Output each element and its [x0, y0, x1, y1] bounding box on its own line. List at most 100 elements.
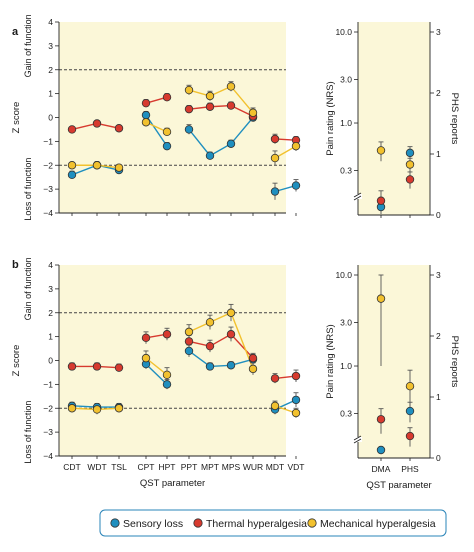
point-thermal-hyperalgesia-mps	[226, 330, 236, 339]
x-tick-label-tsl: TSL	[111, 462, 127, 472]
nrs-tick-label: 10.0	[335, 27, 352, 37]
point-thermal-hyperalgesia-mpt	[205, 102, 215, 111]
point-sensory-loss-vdt	[291, 181, 301, 190]
phs-tick-label: 3	[436, 27, 441, 37]
point-thermal-hyperalgesia-mdt	[270, 134, 280, 144]
right-x-tick-label-dma: DMA	[372, 464, 391, 474]
point-mechanical-hyperalgesia-cpt	[141, 118, 151, 127]
point-mechanical-hyperalgesia-vdt	[291, 408, 301, 418]
y-tick-label: −1	[43, 136, 53, 146]
gain-of-function-label: Gain of function	[23, 257, 33, 320]
point-thermal-hyperalgesia-ppt	[184, 104, 194, 114]
point-mechanical-hyperalgesia-mdt	[270, 153, 280, 163]
point-mechanical-hyperalgesia-mpt	[205, 318, 215, 327]
x-tick-label-mps: MPS	[222, 462, 241, 472]
point-thermal-hyperalgesia-wdt	[92, 119, 102, 128]
axis-break-mark	[353, 195, 362, 201]
right-point-dma-sensory-loss	[376, 445, 386, 455]
series-line-mechanical-hyperalgesia	[145, 357, 168, 376]
right-point-phs-mechanical-hyperalgesia	[405, 382, 415, 391]
phs-tick-label: 1	[436, 392, 441, 402]
y-tick-label: −2	[43, 160, 53, 170]
nrs-axis-label: Pain rating (NRS)	[325, 81, 336, 155]
point-mechanical-hyperalgesia-mps	[226, 308, 236, 317]
right-point-phs-mechanical-hyperalgesia	[405, 160, 415, 169]
point-thermal-hyperalgesia-hpt	[162, 93, 172, 102]
axis-break-mark	[353, 438, 362, 444]
y-tick-label: −4	[43, 451, 53, 461]
y-tick-label: −4	[43, 208, 53, 218]
point-sensory-loss-mpt	[205, 362, 215, 371]
y-tick-label: −3	[43, 427, 53, 437]
point-thermal-hyperalgesia-cpt	[141, 333, 151, 343]
right-point-dma-thermal-hyperalgesia	[376, 415, 386, 424]
point-mechanical-hyperalgesia-ppt	[184, 85, 194, 95]
loss-of-function-label: Loss of function	[23, 158, 33, 221]
y-axis-label: Z score	[11, 345, 22, 377]
series-line-sensory-loss	[145, 363, 168, 385]
point-thermal-hyperalgesia-hpt	[162, 330, 172, 339]
y-tick-label: −2	[43, 403, 53, 413]
point-mechanical-hyperalgesia-wur	[248, 108, 258, 117]
point-thermal-hyperalgesia-tsl	[114, 363, 124, 372]
axis-break-mark	[353, 435, 362, 441]
point-thermal-hyperalgesia-ppt	[184, 337, 194, 346]
y-tick-label: −3	[43, 184, 53, 194]
y-tick-label: 2	[48, 65, 53, 75]
nrs-tick-label: 1.0	[340, 118, 352, 128]
y-tick-label: 3	[48, 41, 53, 51]
point-sensory-loss-mdt	[270, 187, 280, 196]
right-point-dma-mechanical-hyperalgesia	[376, 294, 386, 303]
right-plot-background	[358, 22, 430, 215]
point-mechanical-hyperalgesia-mps	[226, 82, 236, 91]
point-sensory-loss-ppt	[184, 125, 194, 134]
right-point-phs-sensory-loss	[405, 148, 415, 158]
point-mechanical-hyperalgesia-wdt	[92, 405, 102, 414]
phs-axis-label: PHS reports	[449, 93, 460, 145]
nrs-tick-label: 3.0	[340, 75, 352, 85]
point-thermal-hyperalgesia-mps	[226, 101, 236, 110]
y-tick-label: −1	[43, 379, 53, 389]
point-sensory-loss-mps	[226, 361, 236, 370]
phs-tick-label: 3	[436, 270, 441, 280]
point-mechanical-hyperalgesia-wur	[248, 364, 258, 374]
y-axis-label: Z score	[11, 102, 22, 134]
point-thermal-hyperalgesia-wdt	[92, 362, 102, 371]
point-sensory-loss-hpt	[162, 380, 172, 389]
nrs-tick-label: 0.3	[340, 409, 352, 419]
legend-label-sensory-loss: Sensory loss	[123, 518, 183, 530]
legend-marker-mechanical-hyperalgesia	[307, 518, 317, 528]
point-mechanical-hyperalgesia-hpt	[162, 370, 172, 380]
point-mechanical-hyperalgesia-cdt	[67, 404, 77, 413]
point-mechanical-hyperalgesia-tsl	[114, 163, 124, 172]
phs-tick-label: 2	[436, 88, 441, 98]
y-tick-label: 4	[48, 260, 53, 270]
panel-b: b −4 −3 −2 −1 0 1 2 3 4 Z score Gain of function Los…	[11, 257, 460, 491]
point-thermal-hyperalgesia-cpt	[141, 98, 151, 108]
series-line-mechanical-hyperalgesia	[188, 85, 254, 114]
y-tick-label: 1	[48, 89, 53, 99]
legend-label-thermal-hyperalgesia: Thermal hyperalgesia	[206, 518, 307, 530]
point-sensory-loss-cpt	[141, 110, 151, 120]
point-mechanical-hyperalgesia-vdt	[291, 141, 301, 151]
point-thermal-hyperalgesia-mdt	[270, 374, 280, 383]
right-point-dma-mechanical-hyperalgesia	[376, 146, 386, 155]
phs-tick-label: 0	[436, 210, 441, 220]
point-mechanical-hyperalgesia-cpt	[141, 353, 151, 363]
nrs-tick-label: 1.0	[340, 361, 352, 371]
legend-marker-thermal-hyperalgesia	[193, 518, 203, 528]
panels: a −4 −3 −2 −1 0 1 2 3 4 Z score Gain of function Los…	[11, 14, 460, 491]
point-sensory-loss-vdt	[291, 395, 301, 405]
panel-a: a −4 −3 −2 −1 0 1 2 3 4 Z score Gain of function Los…	[11, 14, 460, 220]
phs-axis-label: PHS reports	[449, 336, 460, 388]
x-tick-label-mdt: MDT	[266, 462, 284, 472]
legend: Sensory loss Thermal hyperalgesia Mechan…	[99, 509, 447, 537]
point-mechanical-hyperalgesia-ppt	[184, 327, 194, 337]
x-tick-label-cdt: CDT	[63, 462, 80, 472]
axis-break-gap	[354, 437, 362, 442]
y-tick-label: 3	[48, 284, 53, 294]
phs-tick-label: 1	[436, 149, 441, 159]
phs-tick-label: 2	[436, 331, 441, 341]
y-tick-label: 2	[48, 308, 53, 318]
